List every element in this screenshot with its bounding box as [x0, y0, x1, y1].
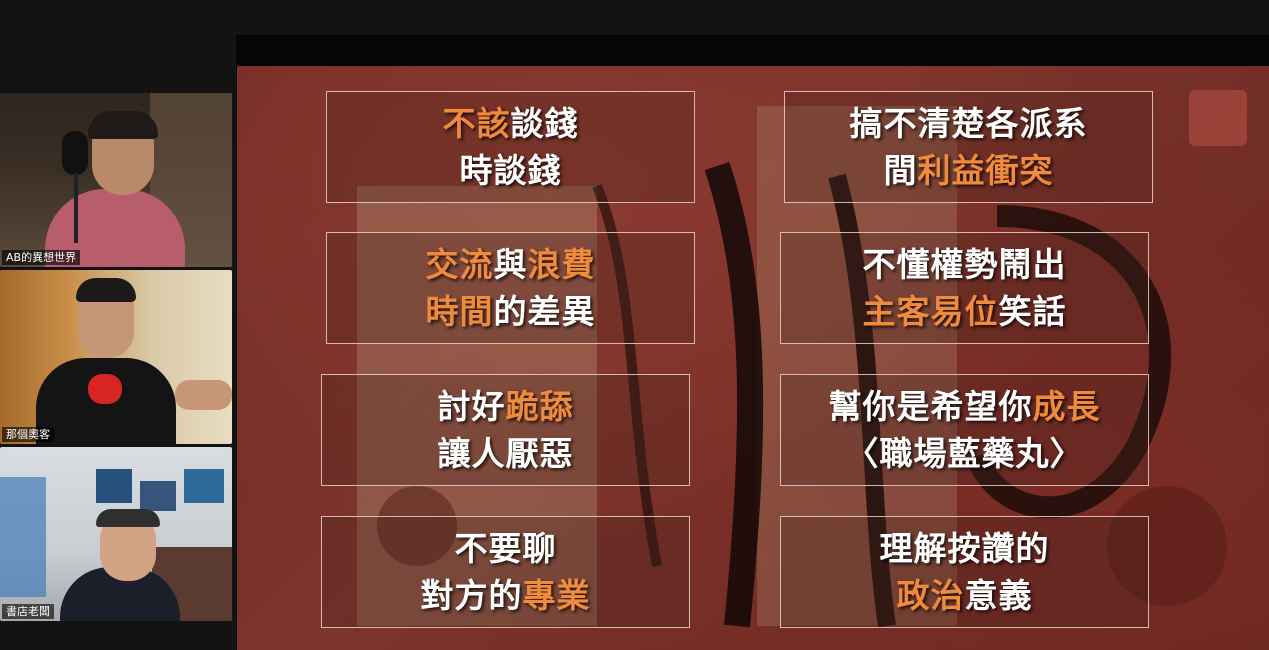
highlighted-text: 不該 [442, 104, 511, 143]
participant-name-label: AB的異想世界 [2, 250, 81, 265]
slide-tile-text-line: 政治意義 [897, 572, 1033, 619]
text-segment: 時談錢 [459, 151, 562, 190]
calligraphy-background [357, 106, 1227, 628]
slide-tile-text-line: 討好跪舔 [438, 383, 574, 430]
highlighted-text: 成長 [1032, 387, 1101, 426]
text-segment: 搞不清楚各派系 [849, 104, 1088, 143]
highlighted-text: 政治 [896, 576, 965, 615]
highlighted-text: 時間 [425, 292, 494, 331]
highlighted-text: 利益衝突 [917, 151, 1054, 190]
slide-tile-text-line: 對方的專業 [421, 572, 591, 619]
text-segment: 意義 [964, 576, 1033, 615]
participant-name-label: 那個奧客 [2, 427, 54, 442]
text-segment: 的差異 [493, 292, 596, 331]
slide-tile-2: 搞不清楚各派系間利益衝突 [784, 91, 1153, 203]
text-segment: 幫你是希望你 [828, 387, 1033, 426]
slide-tile-6: 幫你是希望你成長〈職場藍藥丸〉 [780, 374, 1149, 486]
participant-tile-3[interactable]: 書店老闆 [0, 447, 232, 621]
highlighted-text: 跪舔 [505, 387, 574, 426]
slide-tile-text-line: 〈職場藍藥丸〉 [846, 430, 1084, 477]
slide-tile-text-line: 不該談錢 [443, 100, 579, 147]
highlighted-text: 主客易位 [862, 292, 999, 331]
shared-slide: 不該談錢 時談錢 搞不清楚各派系 間利益衝突 交流與浪費 時間的差異 不懂權勢鬧出 主客… [237, 66, 1269, 650]
slide-tile-5: 討好跪舔讓人厭惡 [321, 374, 690, 486]
slide-tile-text-line: 幫你是希望你成長 [829, 383, 1101, 430]
text-segment: 討好 [437, 387, 506, 426]
highlighted-text: 專業 [522, 576, 591, 615]
slide-tile-text-line: 時間的差異 [426, 288, 596, 335]
slide-tile-text-line: 搞不清楚各派系 [850, 100, 1088, 147]
text-segment: 與 [493, 245, 528, 284]
text-segment: 不要聊 [454, 529, 557, 568]
text-segment: 理解按讚的 [879, 529, 1050, 568]
slide-tile-text-line: 時談錢 [460, 147, 562, 194]
headphones-icon [96, 509, 160, 527]
text-segment: 不懂權勢鬧出 [862, 245, 1067, 284]
text-segment: 談錢 [510, 104, 579, 143]
slide-tile-7: 不要聊對方的專業 [321, 516, 690, 628]
slide-tile-text-line: 不懂權勢鬧出 [863, 241, 1067, 288]
text-segment: 笑話 [998, 292, 1067, 331]
highlighted-text: 交流 [425, 245, 494, 284]
highlighted-text: 浪費 [527, 245, 596, 284]
slide-tile-1: 不該談錢時談錢 [326, 91, 695, 203]
slide-tile-4: 不懂權勢鬧出 主客易位笑話 [780, 232, 1149, 344]
text-segment: 讓人厭惡 [437, 434, 574, 473]
text-segment: 間 [883, 151, 918, 190]
slide-tile-text-line: 主客易位笑話 [863, 288, 1067, 335]
participant-tile-2[interactable]: 那個奧客 [0, 270, 232, 444]
slide-tile-text-line: 間利益衝突 [884, 147, 1054, 194]
text-segment: 〈職場藍藥丸〉 [845, 434, 1084, 473]
logo-icon [1189, 90, 1247, 146]
slide-tile-text-line: 理解按讚的 [880, 525, 1050, 572]
slide-tile-8: 理解按讚的政治意義 [780, 516, 1149, 628]
microphone-icon [62, 131, 88, 175]
slide-tile-text-line: 交流與浪費 [426, 241, 596, 288]
slide-tile-3: 交流與浪費 時間的差異 [326, 232, 695, 344]
slide-tile-text-line: 讓人厭惡 [438, 430, 574, 477]
slide-tile-text-line: 不要聊 [455, 525, 557, 572]
participant-name-label: 書店老闆 [2, 604, 54, 619]
participant-tile-1[interactable]: AB的異想世界 [0, 93, 232, 267]
text-segment: 對方的 [420, 576, 523, 615]
